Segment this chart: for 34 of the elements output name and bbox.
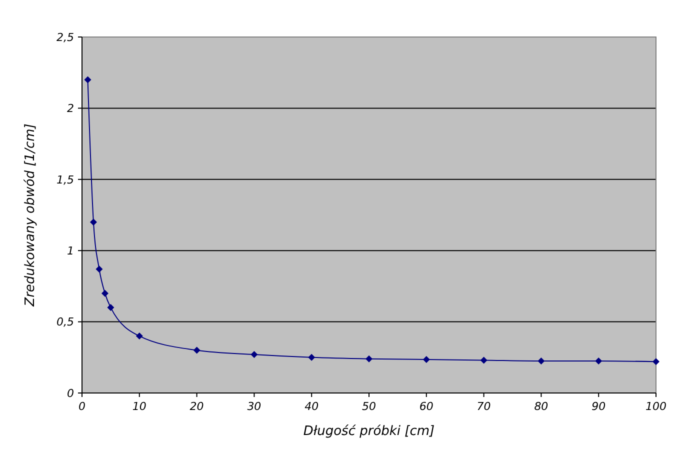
x-tick-label: 10: [132, 400, 146, 413]
y-tick-label: 0: [67, 386, 74, 400]
point: [422, 356, 430, 364]
point: [84, 76, 92, 84]
point: [366, 355, 372, 362]
x-tick-label: 30: [247, 400, 262, 413]
point: [480, 356, 488, 364]
y-tick-label: 0,5: [56, 316, 74, 329]
x-tick-label: 70: [476, 400, 491, 413]
point: [107, 304, 114, 312]
point: [595, 357, 602, 364]
y-tick-label: 2: [67, 102, 74, 116]
x-tick-label: 90: [592, 400, 606, 413]
point: [250, 351, 258, 358]
x-tick-label: 20: [190, 400, 204, 413]
point: [193, 346, 200, 354]
point: [308, 354, 316, 361]
y-tick-label: 1: [67, 244, 74, 258]
x-tick-label: 0: [78, 400, 86, 413]
point: [96, 266, 103, 273]
point: [90, 218, 97, 226]
x-tick-label: 40: [304, 400, 319, 413]
point: [136, 332, 143, 340]
x-tick-label: 50: [362, 400, 376, 413]
point: [101, 290, 108, 297]
y-tick-label: 1,5: [56, 173, 74, 186]
point: [538, 357, 545, 364]
x-tick-label: 80: [534, 400, 548, 413]
x-axis-title: Długość próbki [cm]: [303, 424, 435, 439]
x-tick-label: 60: [419, 400, 434, 413]
point: [652, 358, 660, 366]
y-tick-label: 2,5: [56, 30, 74, 44]
x-tick-label: 100: [646, 400, 666, 413]
y-axis-title: Zredukowany obwód [1/cm]: [23, 124, 38, 308]
